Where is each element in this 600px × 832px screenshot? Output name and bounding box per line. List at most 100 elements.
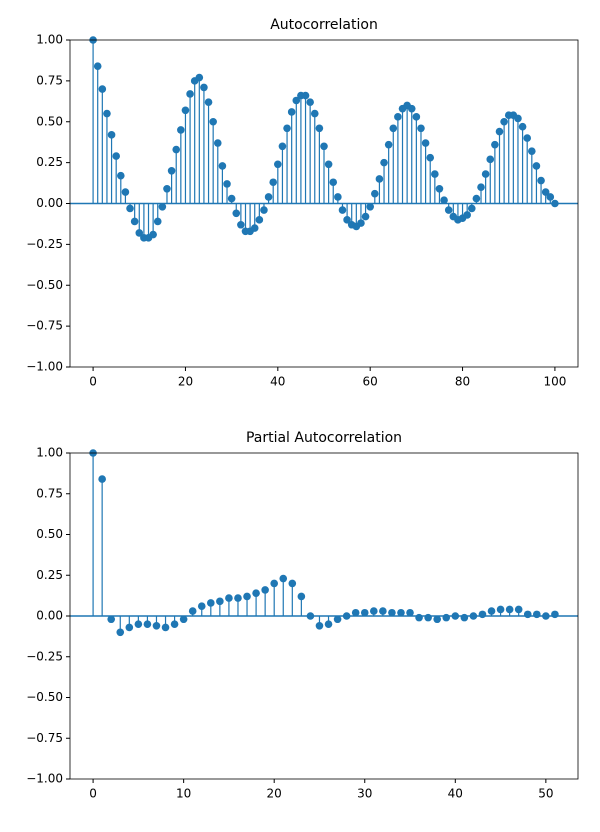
marker bbox=[351, 608, 360, 617]
marker bbox=[397, 608, 405, 617]
marker bbox=[197, 602, 206, 611]
marker bbox=[306, 98, 314, 106]
marker bbox=[334, 193, 342, 201]
marker bbox=[361, 212, 370, 221]
y-tick-label: −1.00 bbox=[26, 360, 63, 374]
marker bbox=[209, 117, 217, 126]
marker bbox=[463, 211, 471, 219]
y-tick-label: −0.25 bbox=[26, 237, 63, 251]
marker bbox=[232, 209, 241, 218]
marker bbox=[460, 613, 469, 622]
marker bbox=[472, 194, 481, 203]
marker bbox=[532, 162, 541, 170]
marker bbox=[234, 594, 242, 602]
y-tick-label: 1.00 bbox=[36, 33, 63, 47]
marker bbox=[388, 608, 396, 617]
marker bbox=[269, 178, 278, 187]
marker bbox=[107, 615, 116, 624]
y-tick-label: 0.75 bbox=[36, 73, 63, 87]
marker bbox=[161, 623, 170, 632]
x-tick-label: 40 bbox=[270, 375, 285, 389]
marker bbox=[218, 162, 227, 170]
marker bbox=[537, 176, 545, 185]
marker bbox=[551, 610, 559, 619]
marker bbox=[243, 592, 251, 601]
marker bbox=[384, 140, 393, 149]
marker bbox=[435, 184, 444, 193]
marker bbox=[264, 193, 273, 201]
marker bbox=[315, 621, 324, 630]
marker bbox=[152, 621, 161, 630]
marker bbox=[329, 178, 338, 187]
marker bbox=[283, 124, 291, 133]
y-tick-label: 0.25 bbox=[36, 155, 63, 169]
y-tick-label: −0.75 bbox=[26, 319, 63, 333]
marker bbox=[163, 184, 171, 193]
marker bbox=[177, 126, 185, 134]
marker bbox=[389, 124, 398, 133]
marker bbox=[237, 220, 245, 229]
axes-frame bbox=[69, 39, 579, 368]
marker bbox=[98, 85, 107, 93]
x-tick-label: 10 bbox=[176, 787, 191, 801]
y-tick-label: −0.50 bbox=[26, 278, 63, 292]
x-tick-label: 20 bbox=[267, 787, 282, 801]
marker bbox=[172, 145, 181, 154]
marker bbox=[357, 219, 365, 227]
marker bbox=[126, 204, 134, 213]
marker bbox=[112, 152, 120, 160]
y-tick-label: 0.25 bbox=[36, 568, 63, 582]
y-tick-label: −0.50 bbox=[26, 690, 63, 704]
x-tick-label: 30 bbox=[357, 787, 372, 801]
y-tick-label: 0.50 bbox=[36, 527, 63, 541]
marker bbox=[292, 96, 301, 105]
marker bbox=[181, 106, 190, 115]
chart-title: Autocorrelation bbox=[270, 17, 378, 33]
marker bbox=[310, 109, 319, 118]
marker bbox=[250, 224, 259, 232]
marker bbox=[186, 90, 194, 98]
marker bbox=[324, 620, 333, 628]
marker bbox=[433, 615, 441, 624]
marker bbox=[135, 229, 144, 237]
marker bbox=[481, 170, 490, 178]
marker bbox=[261, 586, 269, 594]
marker bbox=[216, 597, 224, 606]
marker bbox=[379, 607, 387, 615]
marker bbox=[495, 127, 504, 136]
marker bbox=[406, 608, 414, 617]
marker bbox=[551, 199, 559, 208]
x-tick-label: 0 bbox=[89, 375, 97, 389]
marker bbox=[478, 610, 487, 619]
marker bbox=[417, 124, 425, 133]
marker bbox=[440, 196, 448, 205]
marker bbox=[315, 124, 324, 133]
marker bbox=[542, 612, 550, 620]
marker bbox=[170, 620, 179, 628]
marker bbox=[375, 175, 384, 183]
marker bbox=[486, 155, 495, 164]
marker bbox=[514, 114, 522, 123]
marker bbox=[204, 98, 213, 106]
marker bbox=[500, 117, 508, 126]
marker bbox=[421, 139, 430, 147]
marker bbox=[188, 607, 197, 615]
axes-frame bbox=[69, 452, 579, 780]
marker bbox=[407, 104, 416, 113]
chart-title: Partial Autocorrelation bbox=[246, 430, 402, 446]
marker bbox=[431, 170, 439, 178]
x-tick-label: 60 bbox=[363, 375, 378, 389]
marker bbox=[469, 612, 478, 620]
y-tick-label: −0.25 bbox=[26, 649, 63, 663]
marker bbox=[333, 615, 342, 624]
marker bbox=[426, 153, 435, 162]
x-tick-label: 100 bbox=[543, 375, 566, 389]
marker bbox=[518, 122, 527, 131]
marker bbox=[143, 620, 152, 628]
marker bbox=[125, 623, 134, 632]
x-tick-label: 0 bbox=[89, 787, 97, 801]
marker bbox=[301, 91, 310, 100]
marker bbox=[360, 608, 369, 617]
x-tick-label: 80 bbox=[455, 375, 470, 389]
